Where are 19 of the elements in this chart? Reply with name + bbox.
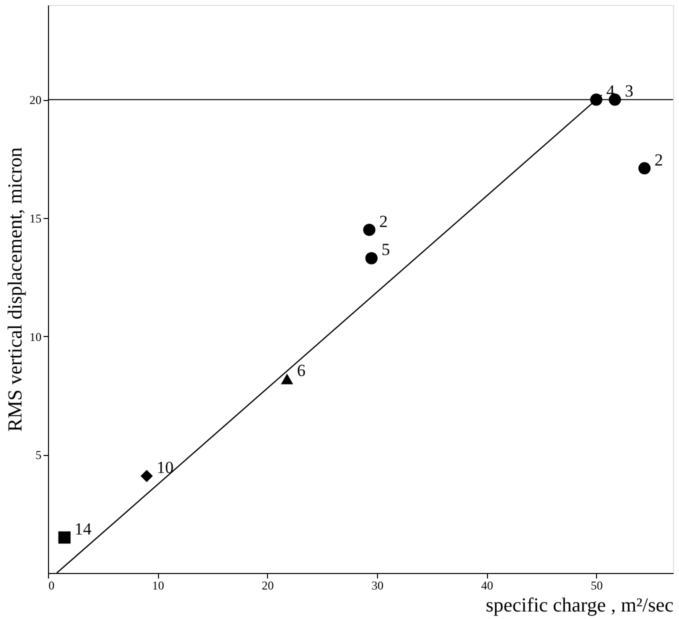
annotation: 6 [297, 360, 306, 380]
y-tick-label: 10 [30, 330, 42, 344]
y-axis-title: RMS vertical displacement, micron [4, 147, 26, 432]
x-tick-label: 10 [152, 578, 164, 592]
y-tick-label: 15 [30, 212, 42, 226]
x-tick-label: 30 [371, 578, 384, 592]
annotation: 10 [156, 458, 174, 477]
x-tick-label: 40 [481, 578, 494, 592]
annotation: 5 [381, 240, 390, 260]
x-tick-label: 20 [262, 578, 274, 592]
x-tick-label: 0 [48, 578, 54, 592]
annotation: 14 [74, 520, 92, 538]
annotation: 2 [654, 150, 663, 170]
x-axis-title: specific charge , m²/sec [486, 594, 674, 616]
y-tick-label: 5 [36, 448, 42, 462]
annotation: 2 [379, 212, 388, 231]
annotation: 3 [624, 82, 634, 101]
x-tick-label: 50 [590, 578, 603, 592]
y-tick-label: 20 [30, 93, 42, 108]
